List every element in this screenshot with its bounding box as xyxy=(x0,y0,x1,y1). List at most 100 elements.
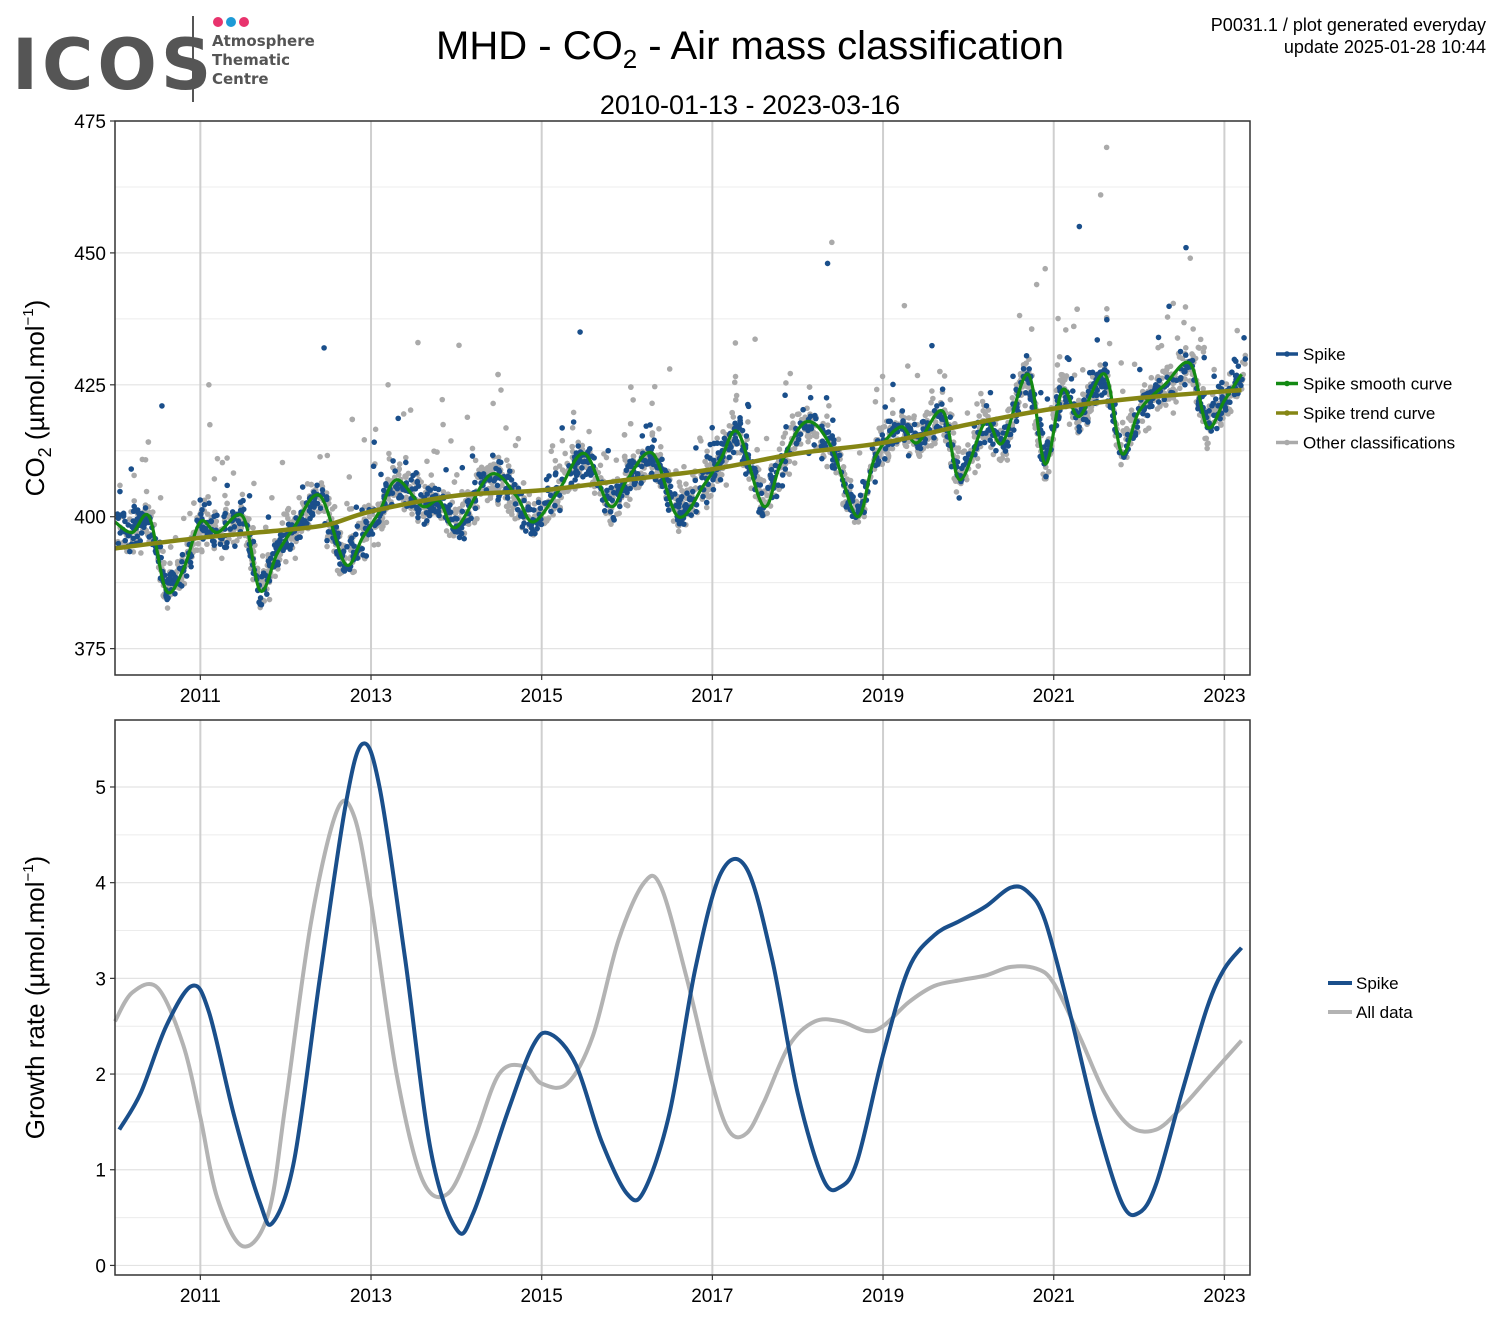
other-point xyxy=(704,462,711,468)
other-point xyxy=(1118,360,1124,366)
other-point xyxy=(143,488,150,495)
other-point xyxy=(230,470,237,476)
other-point xyxy=(1104,305,1110,312)
other-point xyxy=(503,503,510,510)
spike-point xyxy=(415,514,421,521)
spike-point xyxy=(128,466,135,472)
other-point xyxy=(213,518,220,525)
other-point xyxy=(440,421,446,428)
spike-point xyxy=(433,501,440,507)
spike-point xyxy=(518,510,524,516)
other-point xyxy=(997,457,1004,464)
other-point xyxy=(805,438,811,445)
other-point xyxy=(505,463,512,469)
other-point xyxy=(1141,382,1148,388)
spike-point xyxy=(829,462,836,469)
other-point xyxy=(1006,406,1012,412)
other-point xyxy=(763,435,770,442)
other-point xyxy=(403,474,409,481)
spike-point xyxy=(122,518,128,525)
other-point xyxy=(279,520,286,526)
spike-point xyxy=(324,537,330,544)
other-point xyxy=(930,395,936,402)
other-point xyxy=(383,519,390,526)
spike-point xyxy=(1076,424,1082,430)
spike-point xyxy=(250,538,257,545)
other-point xyxy=(704,448,710,455)
spike-point xyxy=(231,524,238,530)
other-point xyxy=(745,419,751,425)
other-point xyxy=(292,555,299,562)
other-point xyxy=(840,464,847,470)
spike-point xyxy=(337,561,343,567)
spike-point xyxy=(745,403,752,410)
spike-point xyxy=(432,485,438,492)
spike-point xyxy=(1189,357,1196,364)
growth-rate-panel: 2011 2013 2015 2017 2019 2021 2023 0 1 2 3 4 5 Growth… xyxy=(20,719,1251,1307)
other-point xyxy=(1176,354,1183,360)
spike-point xyxy=(1155,334,1162,341)
spike-point xyxy=(1242,356,1249,362)
other-point xyxy=(1119,419,1126,426)
spike-point xyxy=(616,503,623,510)
spike-point xyxy=(699,474,705,481)
spike-point xyxy=(931,434,937,441)
spike-point xyxy=(843,504,849,510)
co2-x-tick-label: 2015 xyxy=(521,686,563,707)
other-point xyxy=(1173,399,1179,405)
other-point xyxy=(403,454,409,461)
spike-point xyxy=(260,570,267,576)
other-point xyxy=(1097,362,1103,368)
spike-point xyxy=(443,466,449,473)
other-point xyxy=(1059,372,1066,378)
other-point xyxy=(906,415,912,421)
spike-point xyxy=(1219,394,1226,400)
spike-point xyxy=(235,518,242,524)
spike-point xyxy=(707,455,713,461)
other-point xyxy=(1004,457,1011,463)
spike-point xyxy=(542,500,549,506)
spike-point xyxy=(1020,366,1027,372)
spike-point xyxy=(651,437,657,443)
spike-point xyxy=(572,477,578,483)
spike-point xyxy=(800,406,806,413)
legend-key-dot xyxy=(1284,351,1290,357)
other-point xyxy=(570,409,577,416)
spike-point xyxy=(583,471,590,478)
spike-point xyxy=(1231,356,1238,363)
spike-point xyxy=(675,497,682,504)
spike-point xyxy=(449,516,456,523)
spike-point xyxy=(639,433,646,439)
other-point xyxy=(591,490,598,496)
spike-point xyxy=(217,541,224,547)
spike-point xyxy=(264,591,270,597)
spike-point xyxy=(363,553,370,559)
spike-point xyxy=(765,484,771,491)
spike-point xyxy=(768,466,775,473)
spike-point xyxy=(534,525,540,532)
other-point xyxy=(1055,315,1061,322)
outlier-point xyxy=(824,260,831,267)
spike-point xyxy=(521,520,527,526)
other-point xyxy=(879,373,886,380)
growth-y-tick-label: 1 xyxy=(95,1161,106,1182)
other-point xyxy=(439,396,446,403)
spike-point xyxy=(496,458,502,465)
co2-scatter-panel: 2011 2013 2015 2017 2019 2021 2023 375 400 425 450… xyxy=(20,112,1251,707)
other-point xyxy=(1182,304,1189,310)
spike-point xyxy=(204,530,211,536)
spike-point xyxy=(511,481,518,488)
spike-point xyxy=(1201,354,1208,361)
spike-point xyxy=(965,451,972,458)
outlier-point xyxy=(577,329,583,335)
other-point xyxy=(348,506,355,512)
co2-x-tick-label: 2017 xyxy=(691,686,733,707)
spike-point xyxy=(718,440,725,447)
spike-point xyxy=(459,508,466,515)
spike-point xyxy=(1177,374,1184,381)
spike-point xyxy=(782,392,788,399)
other-point xyxy=(448,438,454,444)
spike-point xyxy=(688,512,694,518)
spike-point xyxy=(1156,377,1162,384)
spike-point xyxy=(611,517,617,523)
